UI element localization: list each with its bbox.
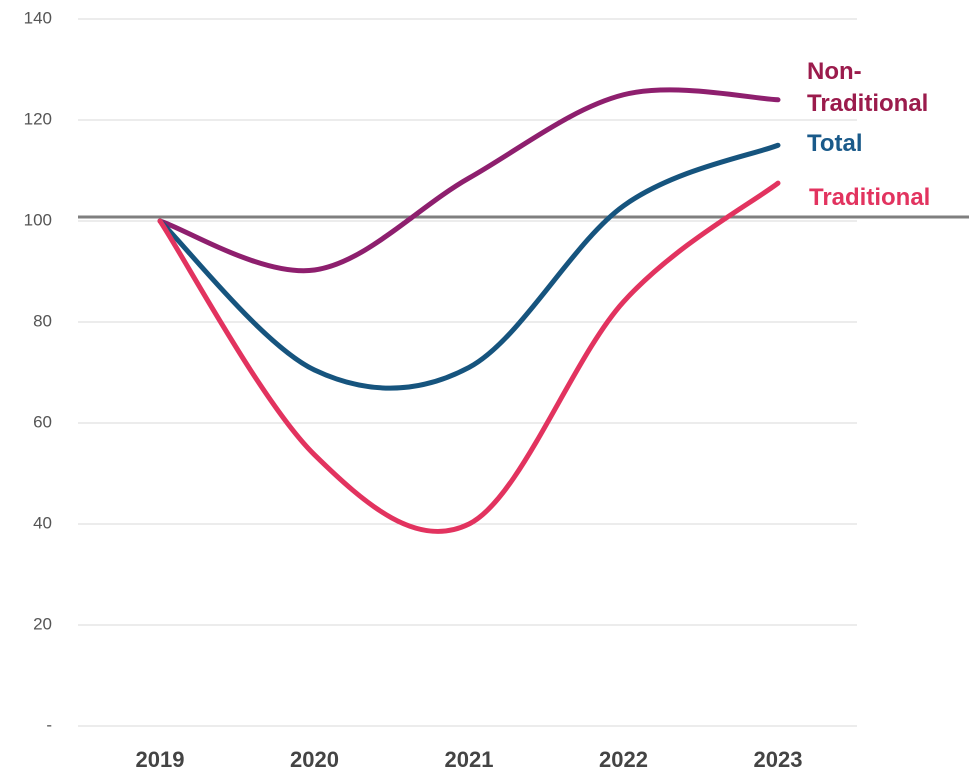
y-tick-label: 80 xyxy=(33,311,52,330)
x-tick-label: 2023 xyxy=(754,747,803,772)
line xyxy=(157,142,781,391)
y-tick-label: 140 xyxy=(24,8,52,27)
y-tick-label: 40 xyxy=(33,513,52,532)
x-tick-label: 2022 xyxy=(599,747,648,772)
x-tick-label: 2019 xyxy=(136,747,185,772)
series-label: Total xyxy=(807,130,863,157)
y-tick-label: 120 xyxy=(24,109,52,128)
series-label: Non-Traditional xyxy=(807,58,929,117)
series-label: Traditional xyxy=(809,184,931,211)
y-tick-label: 20 xyxy=(33,614,52,633)
x-tick-label: 2021 xyxy=(445,747,494,772)
y-tick-label: 60 xyxy=(33,412,52,431)
line xyxy=(157,180,781,534)
y-tick-label: 100 xyxy=(24,210,52,229)
y-tick-label: - xyxy=(46,715,52,734)
x-tick-label: 2020 xyxy=(290,747,339,772)
line xyxy=(157,87,781,274)
